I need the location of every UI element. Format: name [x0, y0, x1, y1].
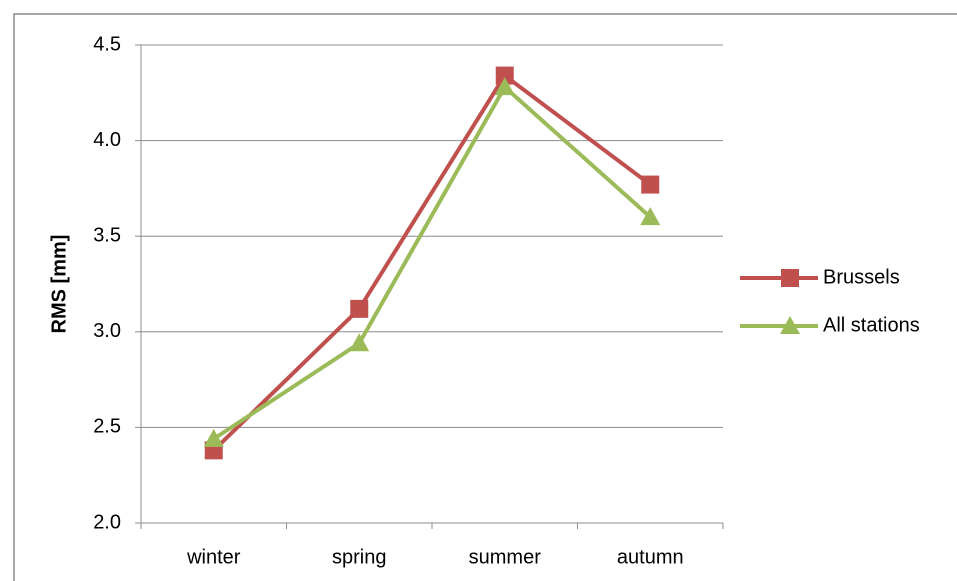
legend-label: Brussels: [823, 266, 900, 288]
y-tick-label: 2.5: [93, 416, 121, 438]
y-tick-label: 4.0: [93, 129, 121, 151]
marker: [495, 66, 514, 85]
series-line: [212, 73, 652, 452]
y-tick-label: 2.0: [93, 511, 121, 533]
x-tick-label: autumn: [617, 546, 684, 568]
chart-frame: [13, 13, 957, 581]
series-line: [212, 85, 652, 441]
marker: [349, 333, 370, 352]
x-tick-label: spring: [332, 546, 386, 568]
y-tick-label: 3.5: [93, 224, 121, 246]
marker: [203, 428, 224, 447]
marker: [640, 207, 661, 226]
y-tick-label: 4.5: [93, 33, 121, 55]
legend-marker: [780, 316, 800, 334]
marker: [350, 299, 369, 318]
marker: [494, 77, 515, 96]
x-tick-label: summer: [469, 546, 542, 568]
legend-label: All stations: [823, 314, 920, 336]
legend-marker: [781, 269, 799, 287]
y-axis-label: RMS [mm]: [48, 235, 70, 334]
marker: [641, 175, 660, 194]
x-tick-label: winter: [186, 546, 241, 568]
y-tick-label: 3.0: [93, 320, 121, 342]
